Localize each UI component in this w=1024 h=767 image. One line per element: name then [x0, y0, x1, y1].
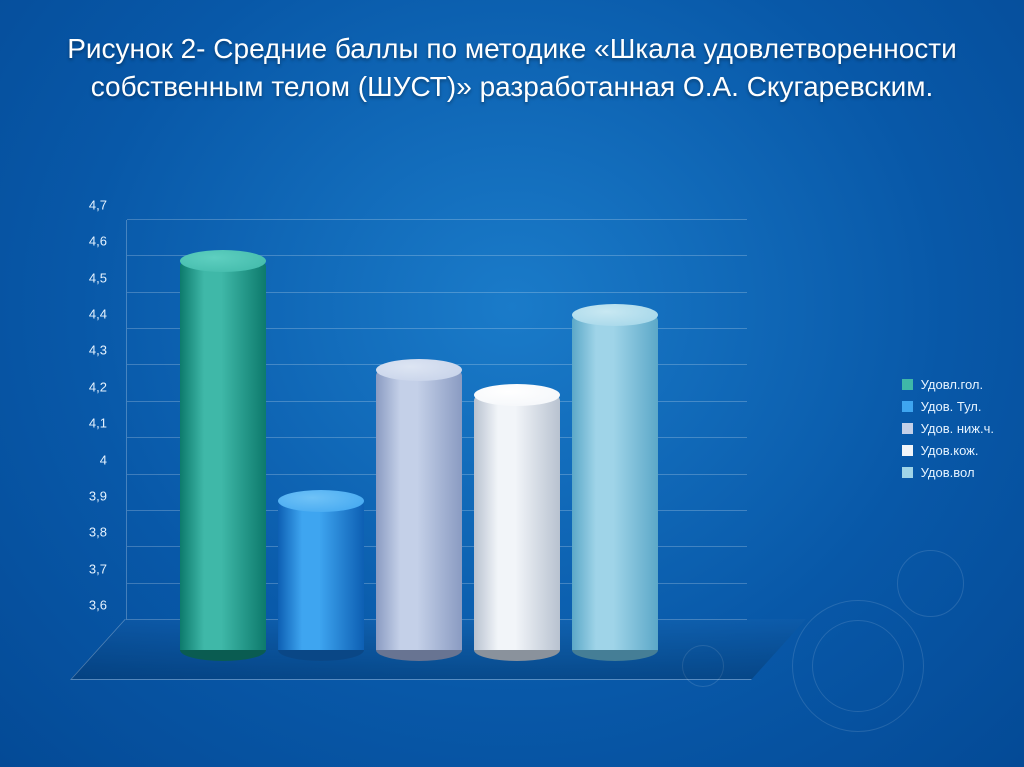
legend-swatch [902, 401, 913, 412]
legend-swatch [902, 423, 913, 434]
legend-swatch [902, 445, 913, 456]
slide: Рисунок 2- Средние баллы по методике «Шк… [0, 0, 1024, 767]
legend-item: Удов. ниж.ч. [902, 421, 994, 436]
y-axis-tick-label: 3,6 [67, 598, 107, 613]
y-axis-tick-label: 3,9 [67, 488, 107, 503]
bar-cylinder [278, 501, 364, 650]
y-axis-tick-label: 3,8 [67, 525, 107, 540]
legend-swatch [902, 467, 913, 478]
chart-legend: Удовл.гол. Удов. Тул. Удов. ниж.ч. Удов.кож… [902, 370, 994, 487]
y-axis-tick-label: 4,5 [67, 270, 107, 285]
legend-item: Удовл.гол. [902, 377, 994, 392]
y-axis-tick-label: 3,7 [67, 561, 107, 576]
y-axis-tick-label: 4,7 [67, 198, 107, 213]
gridline [127, 219, 747, 220]
legend-label: Удов.кож. [921, 443, 979, 458]
decorative-ripple [897, 550, 964, 617]
y-axis-tick-label: 4 [67, 452, 107, 467]
bar-cylinder [376, 370, 462, 650]
legend-label: Удовл.гол. [921, 377, 983, 392]
y-axis-tick-label: 4,6 [67, 234, 107, 249]
y-axis-tick-label: 4,3 [67, 343, 107, 358]
chart-container: 3,6 3,7 3,8 3,9 4 4,1 4,2 4,3 4,4 4,5 4,6 4,7 1 [70, 200, 850, 700]
legend-item: Удов.вол [902, 465, 994, 480]
legend-label: Удов. ниж.ч. [921, 421, 994, 436]
legend-label: Удов. Тул. [921, 399, 982, 414]
y-axis-tick-label: 4,4 [67, 307, 107, 322]
slide-title: Рисунок 2- Средние баллы по методике «Шк… [0, 0, 1024, 116]
y-axis-tick-label: 4,2 [67, 379, 107, 394]
legend-item: Удов.кож. [902, 443, 994, 458]
legend-swatch [902, 379, 913, 390]
bar-cylinder [180, 261, 266, 650]
chart-bars-area: 1 [160, 230, 720, 650]
bar-cylinder [474, 395, 560, 650]
bar-cylinder [572, 315, 658, 650]
legend-label: Удов.вол [921, 465, 975, 480]
y-axis-tick-label: 4,1 [67, 416, 107, 431]
legend-item: Удов. Тул. [902, 399, 994, 414]
